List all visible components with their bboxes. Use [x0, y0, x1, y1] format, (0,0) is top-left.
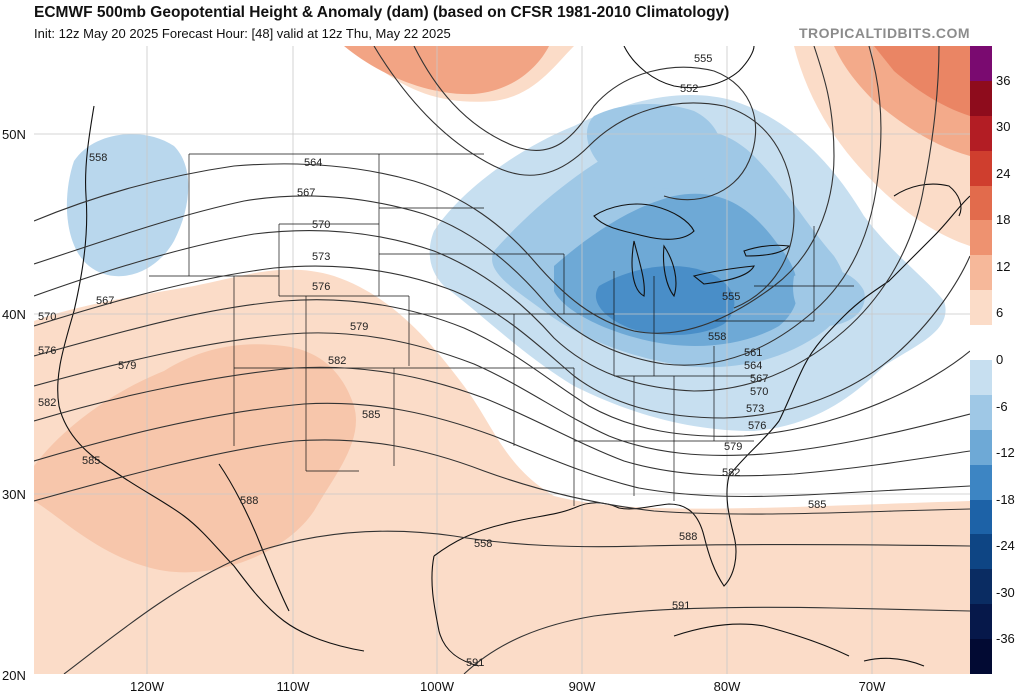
colorbar-segment — [970, 220, 992, 256]
contour-label: 579 — [724, 441, 742, 453]
lat-label-30n: 30N — [2, 487, 26, 502]
map-panel: 555 552 558 564 567 570 573 576 579 582 … — [34, 46, 970, 674]
colorbar-segment — [970, 429, 992, 466]
colorbar-segment — [970, 80, 992, 117]
lat-label-20n: 20N — [2, 668, 26, 683]
map-svg: 555 552 558 564 567 570 573 576 579 582 … — [34, 46, 970, 674]
contour-label: 582 — [38, 397, 56, 409]
lon-label-80w: 80W — [713, 679, 741, 694]
colorbar-segment — [970, 569, 992, 605]
colorbar-label: 30 — [996, 119, 1011, 135]
contour-label: 585 — [362, 409, 380, 421]
contour-label: 588 — [679, 531, 697, 543]
contour-label: 579 — [350, 321, 368, 333]
colorbar-label: -36 — [996, 631, 1015, 647]
negative-anomaly-shading — [66, 95, 946, 431]
colorbar-label: 24 — [996, 165, 1011, 181]
colorbar-segment — [970, 46, 992, 82]
contour-label: 555 — [694, 53, 712, 65]
forecast-info: Init: 12z May 20 2025 Forecast Hour: [48… — [34, 26, 451, 41]
contour-label: 582 — [722, 467, 740, 479]
contour-label: 576 — [38, 345, 56, 357]
contour-label: 591 — [466, 657, 484, 669]
colorbar-segment — [970, 185, 992, 221]
lat-label-40n: 40N — [2, 307, 26, 322]
contour-label: 567 — [297, 187, 315, 199]
contour-label: 576 — [312, 281, 330, 293]
contour-label: 558 — [474, 538, 492, 550]
contour-label: 567 — [750, 373, 768, 385]
contour-label: 558 — [89, 152, 107, 164]
lat-label-50n: 50N — [2, 127, 26, 142]
contour-label: 564 — [304, 157, 322, 169]
anomaly-colorbar — [970, 46, 992, 675]
colorbar-segment — [970, 464, 992, 501]
contour-label: 570 — [312, 219, 330, 231]
lon-label-90w: 90W — [568, 679, 596, 694]
lon-label-70w: 70W — [858, 679, 886, 694]
colorbar-segment — [970, 394, 992, 431]
colorbar-label: 12 — [996, 258, 1011, 274]
contour-label: 585 — [82, 455, 100, 467]
contour-label: 576 — [748, 420, 766, 432]
colorbar-label: -30 — [996, 584, 1015, 600]
contour-label: 564 — [744, 360, 762, 372]
contour-label: 588 — [240, 495, 258, 507]
colorbar-segment — [970, 604, 992, 640]
colorbar-label: 18 — [996, 212, 1011, 228]
colorbar-segment — [970, 150, 992, 187]
contour-label: 558 — [708, 331, 726, 343]
lon-label-100w: 100W — [420, 679, 454, 694]
colorbar-label: -12 — [996, 445, 1015, 461]
page-title: ECMWF 500mb Geopotential Height & Anomal… — [34, 4, 730, 21]
site-credit: TROPICALTIDBITS.COM — [798, 25, 970, 41]
contour-label: 585 — [808, 499, 826, 511]
colorbar-label: 36 — [996, 72, 1011, 88]
colorbar-label: 0 — [996, 352, 1004, 367]
contour-label: 567 — [96, 295, 114, 307]
contour-label: 573 — [312, 251, 330, 263]
colorbar-segment — [970, 639, 992, 675]
colorbar-segment — [970, 115, 992, 152]
contour-label: 555 — [722, 291, 740, 303]
colorbar-label: -24 — [996, 538, 1015, 554]
height-contours — [34, 46, 970, 674]
colorbar-segment — [970, 360, 992, 396]
colorbar-label: -18 — [996, 491, 1015, 507]
colorbar-segment — [970, 325, 992, 361]
coastlines — [57, 46, 970, 667]
contour-label: 591 — [672, 600, 690, 612]
contour-label: 570 — [750, 386, 768, 398]
contour-label: 579 — [118, 360, 136, 372]
contour-label: 582 — [328, 355, 346, 367]
lon-label-110w: 110W — [276, 679, 310, 694]
contour-label: 552 — [680, 83, 698, 95]
colorbar-label: -6 — [996, 398, 1008, 414]
contour-label: 570 — [38, 311, 56, 323]
colorbar-segment — [970, 290, 992, 326]
colorbar-segment — [970, 255, 992, 291]
contour-label: 573 — [746, 403, 764, 415]
colorbar-label: 6 — [996, 305, 1004, 321]
contour-labels: 555 552 558 564 567 570 573 576 579 582 … — [38, 53, 826, 669]
contour-label: 561 — [744, 347, 762, 359]
colorbar-segment — [970, 499, 992, 535]
lon-label-120w: 120W — [130, 679, 164, 694]
colorbar-segment — [970, 534, 992, 570]
